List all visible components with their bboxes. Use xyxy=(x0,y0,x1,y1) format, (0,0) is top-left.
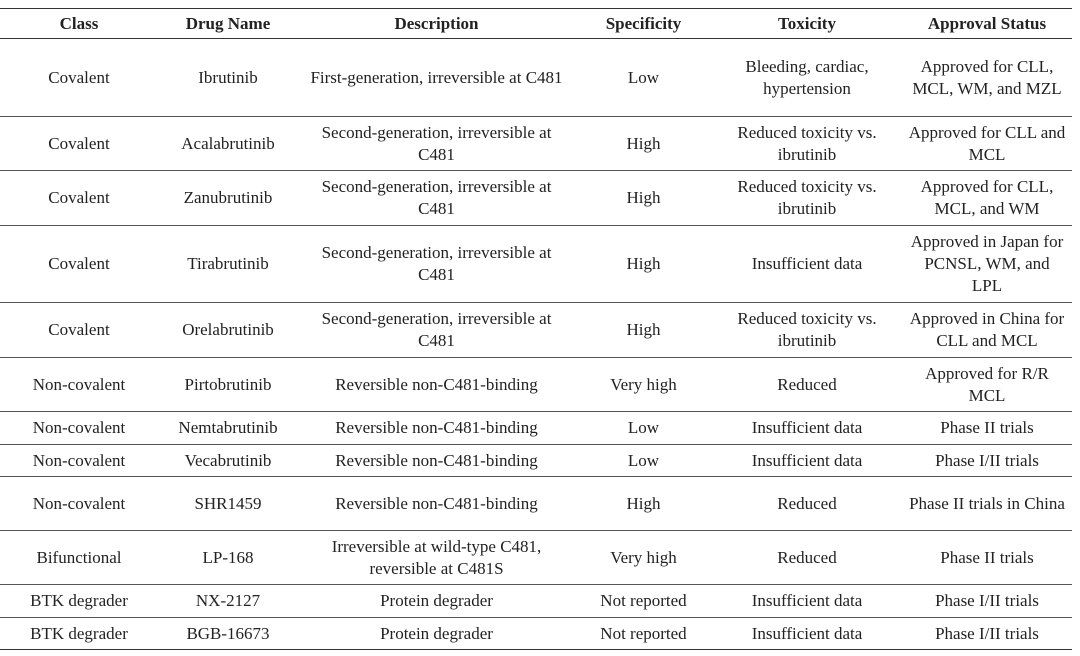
table-cell: Reduced toxicity vs. ibrutinib xyxy=(712,116,902,171)
table-cell: Covalent xyxy=(0,38,158,117)
table-cell: Phase II trials xyxy=(902,411,1072,445)
table-cell: Pirtobrutinib xyxy=(158,357,298,412)
table-cell: Not reported xyxy=(575,617,712,650)
table-cell: Covalent xyxy=(0,170,158,226)
table-cell: Not reported xyxy=(575,584,712,618)
table-cell: BTK degrader xyxy=(0,584,158,618)
table-cell: High xyxy=(575,302,712,358)
table-cell: Insufficient data xyxy=(712,444,902,477)
table-cell: Protein degrader xyxy=(298,584,575,618)
table-cell: Approved for R/R MCL xyxy=(902,357,1072,412)
table-cell: High xyxy=(575,116,712,171)
header-cell: Toxicity xyxy=(712,8,902,39)
table-row: Non-covalent Vecabrutinib Reversible non-C… xyxy=(0,444,1072,477)
table-cell: Reversible non-C481-binding xyxy=(298,476,575,531)
table-cell: Phase I/II trials xyxy=(902,584,1072,618)
table-cell: Non-covalent xyxy=(0,357,158,412)
table-cell: Phase I/II trials xyxy=(902,444,1072,477)
table-row: BTK degrader BGB-16673 Protein degrader Not… xyxy=(0,617,1072,650)
table-cell: Non-covalent xyxy=(0,411,158,445)
table-cell: Non-covalent xyxy=(0,444,158,477)
table-cell: Covalent xyxy=(0,302,158,358)
table-cell: Very high xyxy=(575,357,712,412)
table-cell: Reduced xyxy=(712,530,902,585)
table-cell: Reversible non-C481-binding xyxy=(298,444,575,477)
table-cell: Second-generation, irreversible at C481 xyxy=(298,170,575,226)
table-cell: Protein degrader xyxy=(298,617,575,650)
table-cell: Acalabrutinib xyxy=(158,116,298,171)
table-cell: Approved in Japan for PCNSL, WM, and LPL xyxy=(902,225,1072,303)
table-cell: Insufficient data xyxy=(712,584,902,618)
table-row: Bifunctional LP-168 Irreversible at wild-t… xyxy=(0,530,1072,585)
table-cell: Ibrutinib xyxy=(158,38,298,117)
table-cell: Second-generation, irreversible at C481 xyxy=(298,225,575,303)
table-cell: Insufficient data xyxy=(712,617,902,650)
header-cell: Approval Status xyxy=(902,8,1072,39)
table-cell: High xyxy=(575,476,712,531)
table-cell: Covalent xyxy=(0,225,158,303)
table-cell: Tirabrutinib xyxy=(158,225,298,303)
table-cell: Reduced xyxy=(712,357,902,412)
header-row: Class Drug Name Description Specificity Toxi… xyxy=(0,8,1072,39)
table-row: Covalent Zanubrutinib Second-generation, i… xyxy=(0,170,1072,226)
table-row: Covalent Orelabrutinib Second-generation, … xyxy=(0,302,1072,358)
table-cell: Phase I/II trials xyxy=(902,617,1072,650)
table-cell: Vecabrutinib xyxy=(158,444,298,477)
table-cell: SHR1459 xyxy=(158,476,298,531)
drug-table: Class Drug Name Description Specificity Toxi… xyxy=(0,8,1072,650)
table-cell: Low xyxy=(575,38,712,117)
table-row: Covalent Ibrutinib First-generation, irrev… xyxy=(0,38,1072,117)
table-row: Non-covalent SHR1459 Reversible non-C481-b… xyxy=(0,476,1072,531)
table-cell: Reduced xyxy=(712,476,902,531)
table-cell: Reversible non-C481-binding xyxy=(298,411,575,445)
table-cell: Zanubrutinib xyxy=(158,170,298,226)
table-cell: Orelabrutinib xyxy=(158,302,298,358)
table-cell: Phase II trials xyxy=(902,530,1072,585)
table-cell: Non-covalent xyxy=(0,476,158,531)
table-cell: BTK degrader xyxy=(0,617,158,650)
table-cell: Low xyxy=(575,411,712,445)
table-cell: Approved in China for CLL and MCL xyxy=(902,302,1072,358)
header-cell: Class xyxy=(0,8,158,39)
table-cell: Nemtabrutinib xyxy=(158,411,298,445)
table-cell: High xyxy=(575,170,712,226)
table-cell: High xyxy=(575,225,712,303)
table-cell: Very high xyxy=(575,530,712,585)
header-cell: Description xyxy=(298,8,575,39)
table-cell: Approved for CLL, MCL, and WM xyxy=(902,170,1072,226)
table-cell: Covalent xyxy=(0,116,158,171)
table-cell: Low xyxy=(575,444,712,477)
table-cell: Reduced toxicity vs. ibrutinib xyxy=(712,170,902,226)
table-row: Covalent Tirabrutinib Second-generation, i… xyxy=(0,225,1072,303)
table-cell: Phase II trials in China xyxy=(902,476,1072,531)
table-cell: BGB-16673 xyxy=(158,617,298,650)
table-cell: LP-168 xyxy=(158,530,298,585)
table-cell: Irreversible at wild-type C481, reversib… xyxy=(298,530,575,585)
table-cell: Approved for CLL and MCL xyxy=(902,116,1072,171)
table-cell: Reversible non-C481-binding xyxy=(298,357,575,412)
table-cell: Second-generation, irreversible at C481 xyxy=(298,116,575,171)
header-cell: Specificity xyxy=(575,8,712,39)
table-row: Non-covalent Pirtobrutinib Reversible non-… xyxy=(0,357,1072,412)
table-cell: NX-2127 xyxy=(158,584,298,618)
table-cell: Bifunctional xyxy=(0,530,158,585)
table-row: Non-covalent Nemtabrutinib Reversible non-… xyxy=(0,411,1072,445)
table-cell: Approved for CLL, MCL, WM, and MZL xyxy=(902,38,1072,117)
table-cell: Bleeding, cardiac, hypertension xyxy=(712,38,902,117)
header-cell: Drug Name xyxy=(158,8,298,39)
table-row: BTK degrader NX-2127 Protein degrader Not r… xyxy=(0,584,1072,618)
table-cell: Second-generation, irreversible at C481 xyxy=(298,302,575,358)
table-cell: First-generation, irreversible at C481 xyxy=(298,38,575,117)
table-cell: Insufficient data xyxy=(712,411,902,445)
table-cell: Reduced toxicity vs. ibrutinib xyxy=(712,302,902,358)
table-cell: Insufficient data xyxy=(712,225,902,303)
table-row: Covalent Acalabrutinib Second-generation, … xyxy=(0,116,1072,171)
